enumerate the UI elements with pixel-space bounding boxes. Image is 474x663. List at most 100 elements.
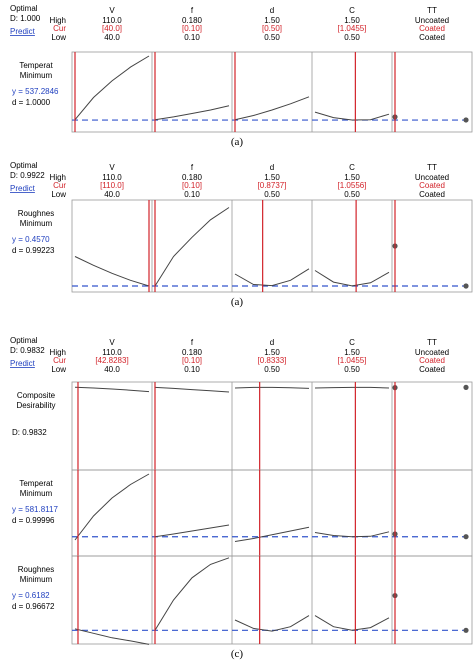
factor-name-v: V [109,338,115,347]
factor-low-v: 40.0 [104,365,120,374]
predict-link[interactable]: Predict [10,27,36,36]
predicted-y-value: y = 0.4570 [12,235,50,244]
row-frame [71,199,473,293]
factor-high-tt: Uncoated [415,173,449,182]
factor-name-c: C [349,163,355,172]
tt-point-coated [463,627,469,633]
factor-low-d: 0.50 [264,190,280,199]
composite-d-label: D: 0.9832 [10,346,45,355]
factor-low-v: 40.0 [104,190,120,199]
predicted-y-value: y = 537.2846 [12,87,59,96]
cur-label: Cur [53,356,66,365]
factor-name-d: d [270,163,274,172]
curve-v [74,256,150,287]
factor-cur-f: [0.10] [182,181,202,190]
factor-name-v: V [109,163,115,172]
predict-link[interactable]: Predict [10,359,36,368]
factor-name-f: f [191,338,194,347]
row-frame [71,51,473,133]
curve-v [74,473,150,541]
curve-f [154,524,230,538]
low-label: Low [51,190,66,199]
response-name-line: Composite [17,391,56,400]
factor-cur-c: [1.0455] [338,356,367,365]
factor-name-c: C [349,338,355,347]
factor-low-v: 40.0 [104,33,120,42]
factor-high-c: 1.50 [344,16,360,25]
factor-low-tt: Coated [419,365,445,374]
desirability-value: d = 0.99223 [12,246,55,255]
row-frame [71,381,473,471]
factor-cur-f: [0.10] [182,356,202,365]
factor-name-f: f [191,163,194,172]
factor-high-f: 0.180 [182,16,203,25]
factor-name-tt: TT [427,6,437,15]
factor-high-v: 110.0 [102,348,122,357]
curve-d [234,526,310,542]
factor-cur-d: [0.8737] [258,181,287,190]
factor-high-d: 1.50 [264,173,280,182]
factor-low-c: 0.50 [344,33,360,42]
tt-point-coated [463,534,469,540]
high-label: High [50,348,66,357]
factor-high-tt: Uncoated [415,348,449,357]
tt-point-coated [463,384,469,390]
factor-low-f: 0.10 [184,365,200,374]
factor-name-d: d [270,6,274,15]
curve-v [74,55,150,121]
factor-cur-v: [42.8283] [95,356,128,365]
curve-v [74,386,150,393]
factor-high-f: 0.180 [182,173,203,182]
factor-low-tt: Coated [419,33,445,42]
low-label: Low [51,365,66,374]
factor-low-tt: Coated [419,190,445,199]
factor-low-c: 0.50 [344,365,360,374]
factor-cur-tt: Coated [419,356,445,365]
factor-high-f: 0.180 [182,348,203,357]
response-name-line: Roughnes [18,565,54,574]
composite-d-label: D: 0.9922 [10,171,45,180]
composite-d-label: D: 1.000 [10,14,41,23]
factor-low-d: 0.50 [264,365,280,374]
factor-low-d: 0.50 [264,33,280,42]
factor-cur-v: [110.0] [100,181,124,190]
factor-high-d: 1.50 [264,348,280,357]
factor-name-f: f [191,6,194,15]
row-frame [71,469,473,557]
response-name-line: Minimum [20,575,53,584]
high-label: High [50,16,66,25]
factor-high-v: 110.0 [102,16,122,25]
high-label: High [50,173,66,182]
factor-cur-tt: Coated [419,181,445,190]
curve-d [234,615,310,632]
curve-f [154,207,230,287]
optimal-label: Optimal [10,336,38,345]
curve-d [234,96,310,121]
cur-label: Cur [53,181,66,190]
factor-high-d: 1.50 [264,16,280,25]
predicted-y-value: y = 0.6182 [12,591,50,600]
factor-low-f: 0.10 [184,190,200,199]
curve-f [154,557,230,631]
low-label: Low [51,33,66,42]
factor-cur-d: [0.50] [262,24,282,33]
predict-link[interactable]: Predict [10,184,36,193]
factor-cur-v: [40.0] [102,24,122,33]
factor-name-c: C [349,6,355,15]
curve-f [154,105,230,121]
curve-f [154,386,230,393]
desirability-value: d = 0.99996 [12,516,55,525]
response-name-line: Roughnes [18,209,54,218]
desirability-value: D: 0.9832 [12,428,47,437]
factor-high-v: 110.0 [102,173,122,182]
factor-low-f: 0.10 [184,33,200,42]
optimal-label: Optimal [10,161,38,170]
